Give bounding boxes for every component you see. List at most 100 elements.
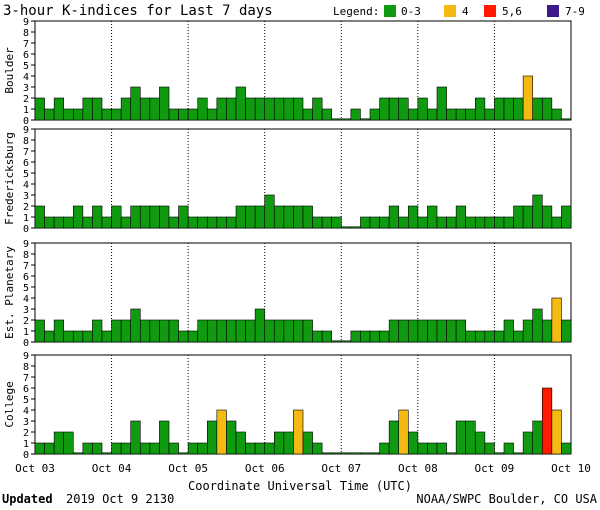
k-bar [197, 319, 208, 343]
k-bar [159, 420, 170, 455]
k-bar [369, 452, 380, 455]
chart-title: 3-hour K-indices for Last 7 days [3, 3, 273, 19]
k-bar [474, 97, 486, 121]
k-bar [331, 452, 342, 455]
k-bar [474, 216, 486, 229]
k-bar [273, 431, 285, 455]
k-bar [273, 97, 285, 121]
k-bar [264, 319, 275, 343]
k-bar [494, 97, 505, 121]
k-bar [235, 205, 246, 229]
k-bar [44, 108, 55, 121]
k-bar [254, 205, 266, 229]
y-tick-label: 0 [23, 450, 29, 461]
x-tick-label: Oct 05 [168, 462, 208, 475]
updated-label: Updated [2, 492, 53, 506]
k-bar [522, 75, 534, 121]
y-tick-label: 8 [23, 28, 29, 39]
y-tick-label: 7 [23, 147, 29, 158]
k-bar [494, 452, 505, 455]
k-bar [340, 118, 352, 121]
x-tick-label: Oct 09 [475, 462, 515, 475]
y-tick-label: 5 [23, 169, 29, 180]
y-tick-label: 9 [23, 239, 29, 250]
k-bar [101, 330, 112, 343]
k-bar [63, 216, 74, 229]
k-bar [379, 97, 390, 121]
k-bar [254, 97, 266, 121]
k-bar [302, 108, 313, 121]
k-bar [388, 319, 400, 343]
k-bar [235, 431, 246, 455]
y-tick-label: 2 [23, 94, 29, 105]
k-bar [446, 108, 457, 121]
k-bar [226, 420, 237, 455]
k-bar [494, 216, 505, 229]
y-tick-label: 5 [23, 61, 29, 72]
x-tick-label: Oct 03 [15, 462, 55, 475]
y-tick-label: 8 [23, 250, 29, 261]
k-bar [273, 319, 285, 343]
y-tick-label: 7 [23, 373, 29, 384]
k-bar [245, 97, 256, 121]
k-bar [197, 97, 208, 121]
k-bar [34, 442, 45, 455]
y-tick-label: 1 [23, 213, 29, 224]
k-bar [53, 431, 65, 455]
y-tick-label: 8 [23, 136, 29, 147]
legend-swatch-0-3 [384, 5, 396, 17]
y-tick-label: 1 [23, 105, 29, 116]
k-bar [427, 205, 438, 229]
k-bar [149, 442, 160, 455]
k-bar [178, 108, 189, 121]
k-bar [350, 452, 361, 455]
legend-text-0-3: 0-3 [401, 5, 421, 18]
k-bar [168, 319, 179, 343]
k-bar [293, 97, 304, 121]
k-bar [331, 340, 342, 343]
y-tick-label: 2 [23, 428, 29, 439]
y-tick-label: 0 [23, 224, 29, 235]
k-bar [541, 97, 553, 121]
k-bar [321, 108, 333, 121]
x-tick-label: Oct 10 [551, 462, 591, 475]
k-bar [178, 330, 189, 343]
k-bar [44, 442, 55, 455]
k-bar [561, 118, 572, 121]
k-bar [360, 216, 371, 229]
legend-text-4: 4 [462, 5, 469, 18]
k-bar [34, 205, 45, 229]
k-bar [407, 108, 419, 121]
k-bar [34, 319, 45, 343]
k-bar [101, 216, 112, 229]
k-bar [293, 409, 304, 455]
k-bar [206, 108, 218, 121]
k-bar [149, 205, 160, 229]
k-bar [436, 86, 447, 121]
k-bar [417, 97, 428, 121]
k-bar [82, 330, 93, 343]
k-bar [340, 226, 352, 229]
k-bar [82, 97, 93, 121]
k-bar [283, 319, 294, 343]
k-bar [206, 420, 218, 455]
k-bar [254, 442, 266, 455]
k-bar [197, 442, 208, 455]
y-tick-label: 9 [23, 351, 29, 362]
k-bar [398, 409, 409, 455]
k-bar [245, 319, 256, 343]
k-bar [92, 205, 103, 229]
legend-label: Legend: [333, 5, 379, 18]
k-bar [340, 340, 352, 343]
y-tick-label: 6 [23, 272, 29, 283]
k-bar [111, 205, 122, 229]
k-bar [321, 216, 333, 229]
k-bar [302, 205, 313, 229]
k-bar [465, 216, 476, 229]
k-bar [465, 108, 476, 121]
k-bar [369, 216, 380, 229]
k-bar [455, 205, 467, 229]
credit: NOAA/SWPC Boulder, CO USA [416, 492, 597, 506]
k-bar [340, 452, 352, 455]
